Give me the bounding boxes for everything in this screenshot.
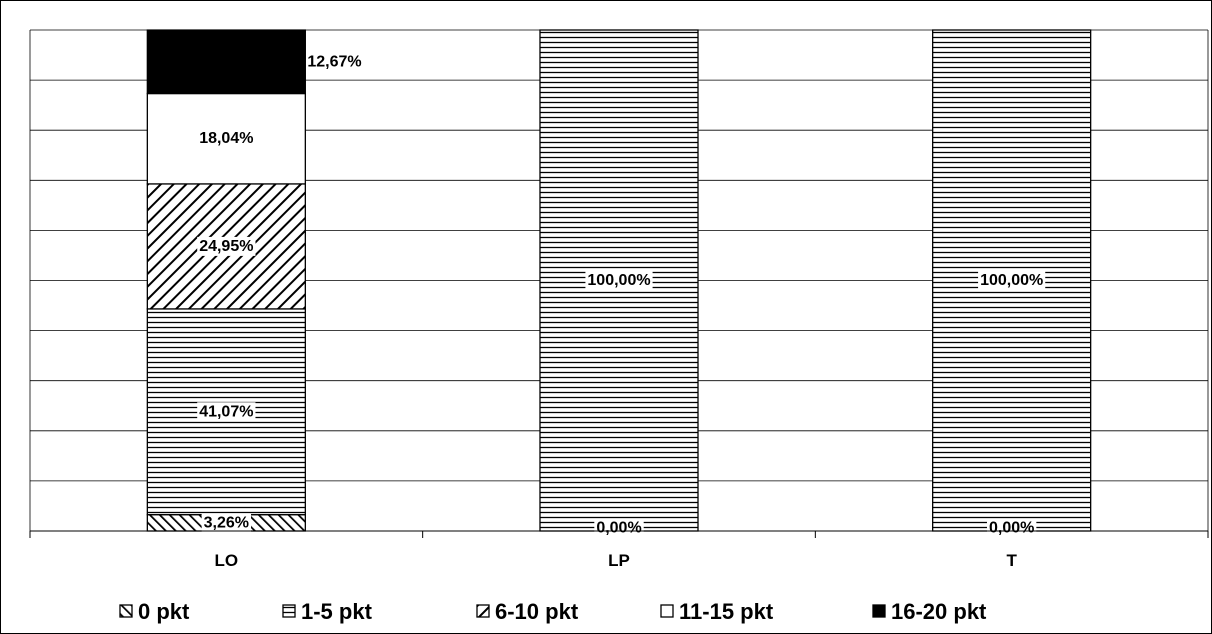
legend: 0 pkt 1-5 pkt 6-10 pkt 11-15 pkt 16-20 pkt: [119, 599, 987, 624]
data-label-background: [986, 518, 1037, 538]
data-label-background: [197, 402, 256, 422]
data-label-background: [594, 518, 644, 538]
bar-segment: [146, 29, 306, 95]
legend-label: 6-10 pkt: [495, 599, 579, 624]
legend-label: 1-5 pkt: [301, 599, 373, 624]
data-labels: 3,26% 41,07% 24,95% 18,04% 12,67% 0,00% 100,00…: [197, 53, 1046, 538]
x-axis: LO LP T: [29, 530, 1209, 570]
x-tick-label: LP: [608, 551, 630, 570]
data-label-background: [201, 513, 252, 533]
legend-swatch: [282, 604, 296, 618]
bar-segment: [146, 92, 306, 185]
data-label: 41,07%: [199, 403, 253, 420]
data-label: 0,00%: [596, 520, 641, 537]
legend-label: 16-20 pkt: [891, 599, 987, 624]
data-label-background: [585, 271, 653, 290]
legend-label: 0 pkt: [138, 599, 190, 624]
legend-label: 11-15 pkt: [679, 599, 774, 624]
data-label: 12,67%: [307, 53, 361, 70]
x-tick-label: LO: [215, 551, 239, 570]
data-label: 3,26%: [204, 514, 249, 531]
data-label-background: [197, 236, 256, 256]
legend-swatch: [119, 604, 133, 618]
legend-swatch: [476, 604, 490, 618]
legend-swatch: [872, 604, 886, 618]
data-label: 0,00%: [989, 520, 1034, 537]
legend-swatch: [660, 604, 674, 618]
data-label: 24,95%: [199, 238, 253, 255]
data-label: 18,04%: [199, 130, 253, 147]
data-label: 100,00%: [980, 272, 1043, 289]
x-tick-label: T: [1006, 551, 1017, 570]
data-label: 100,00%: [587, 272, 650, 289]
data-label-background: [978, 271, 1046, 290]
